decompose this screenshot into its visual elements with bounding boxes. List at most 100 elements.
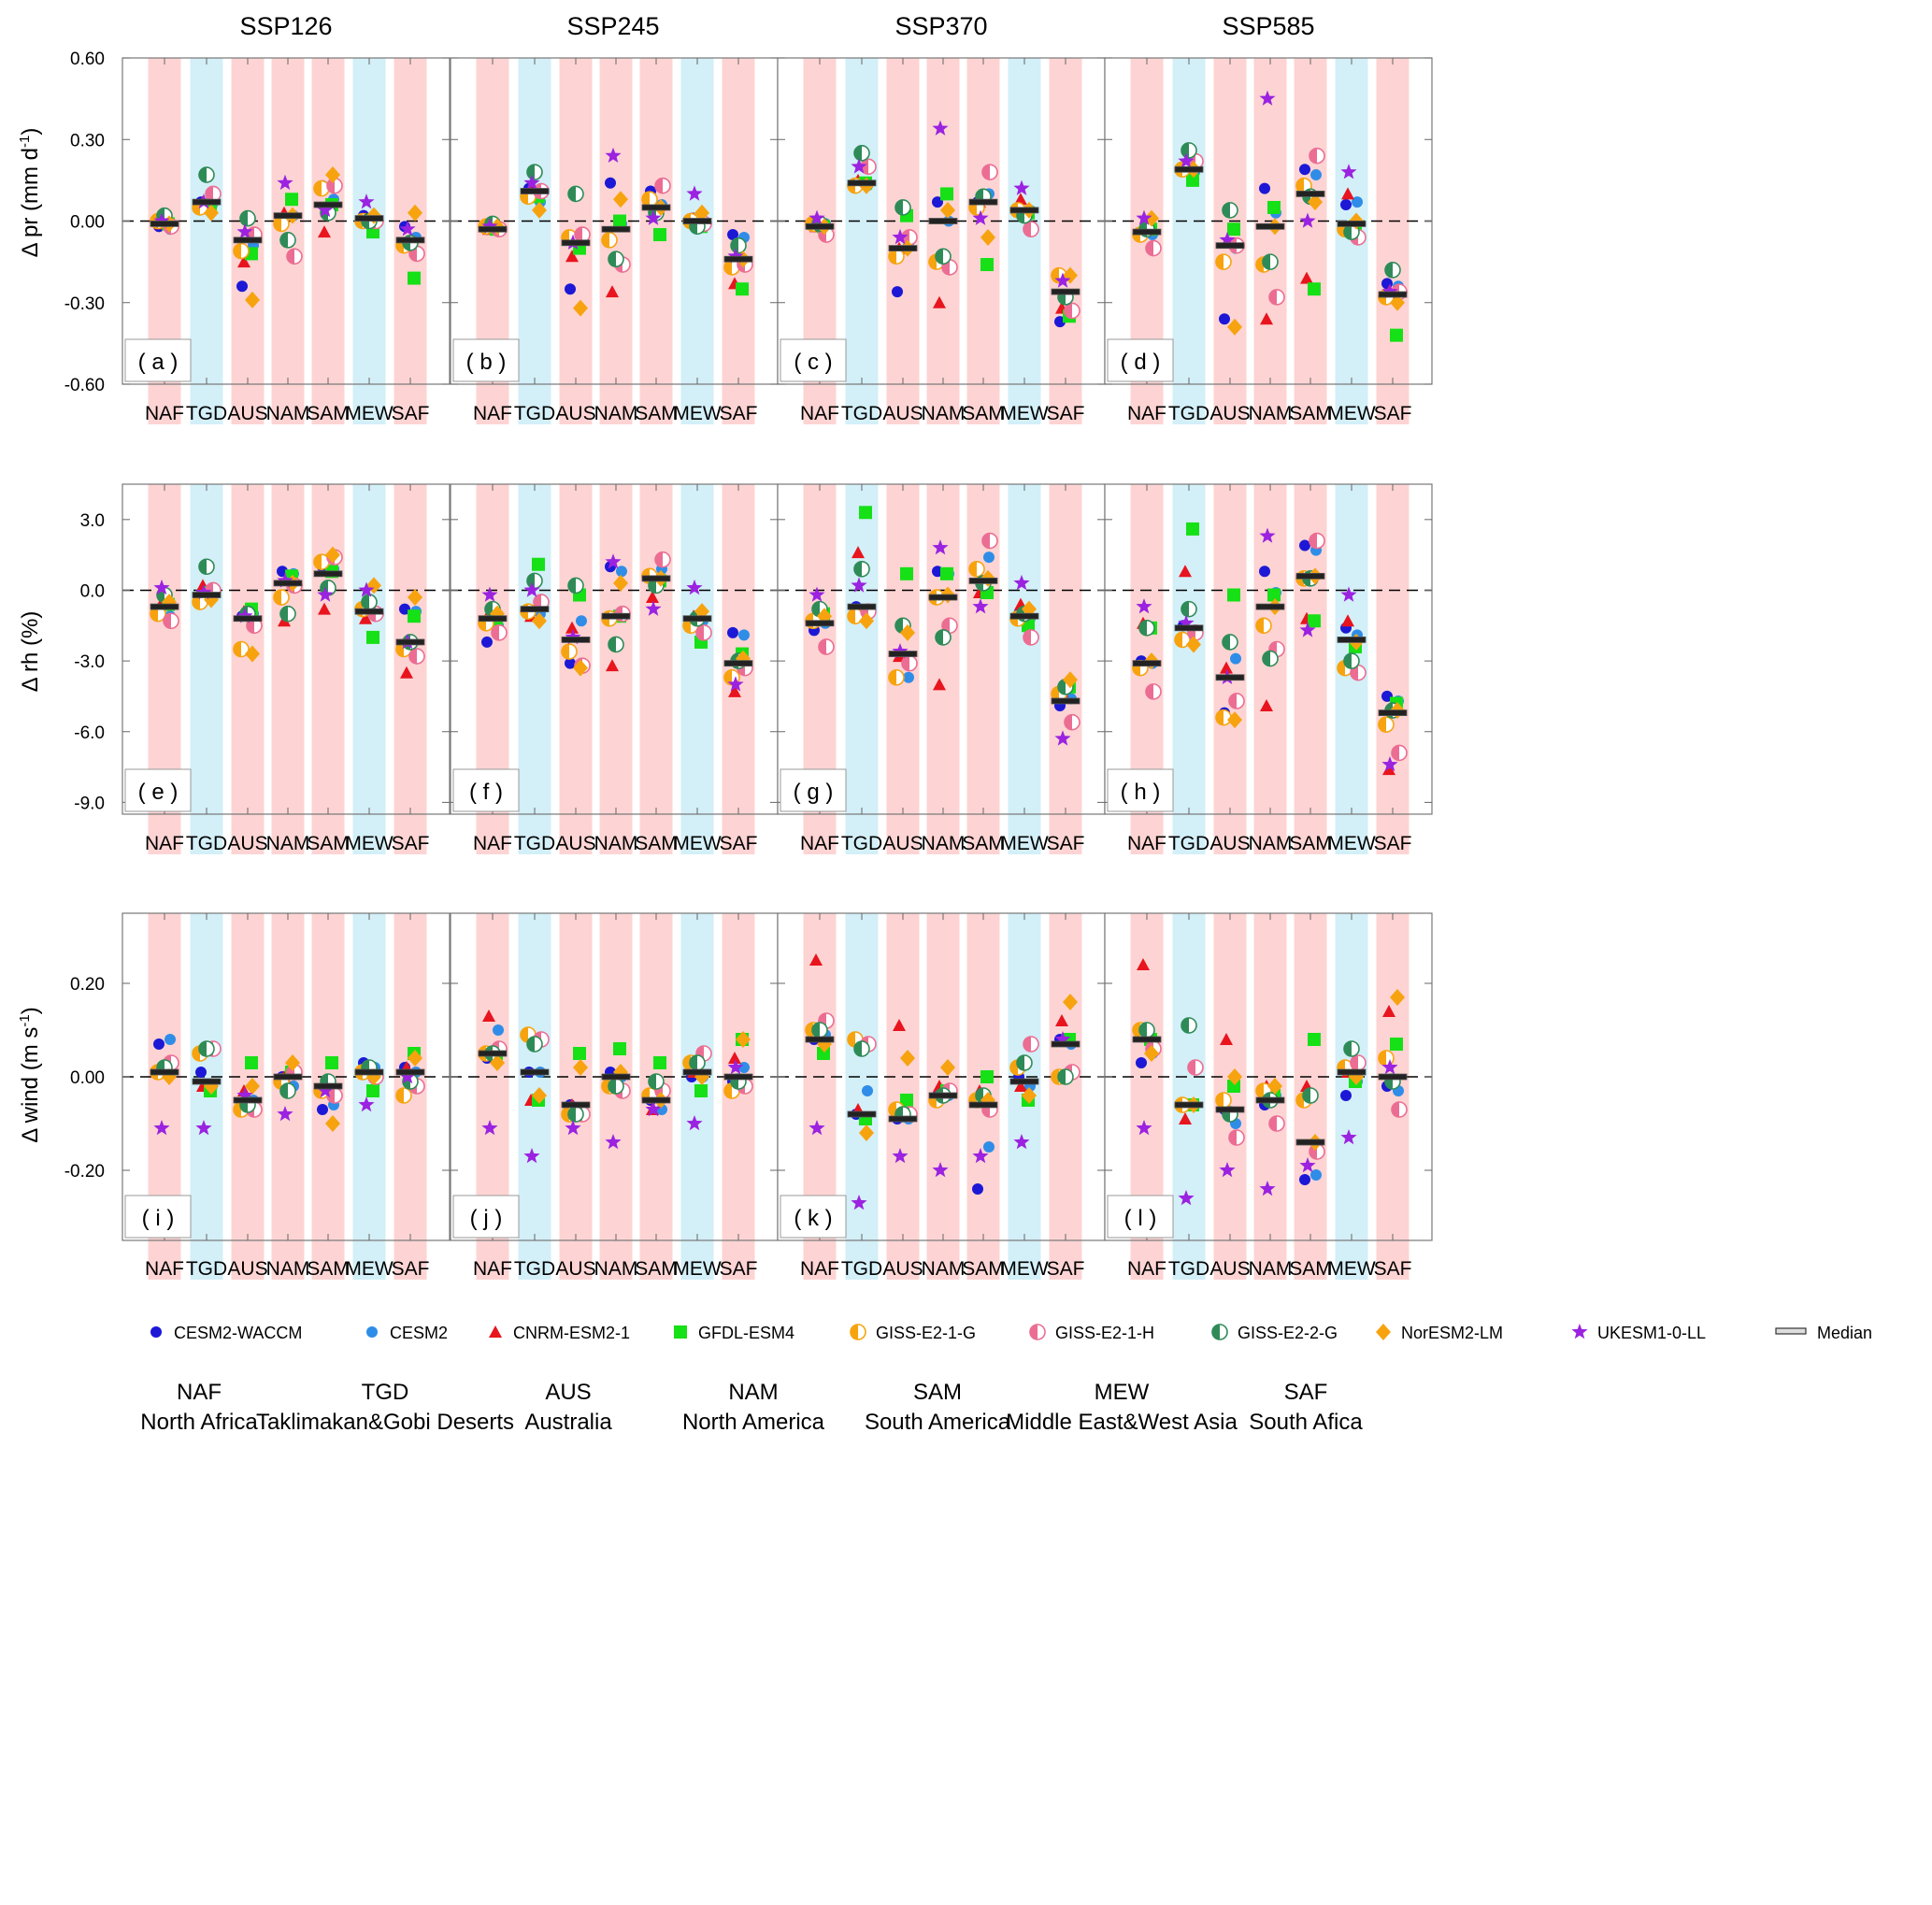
x-tick-label-SAF: SAF xyxy=(1047,403,1085,424)
region-band-TGD xyxy=(190,484,223,854)
data-point-UKESM1-0-LL xyxy=(317,1082,334,1098)
region-band-SAF xyxy=(1376,484,1410,854)
region-band-SAF xyxy=(1049,913,1082,1280)
x-tick-label-SAM: SAM xyxy=(962,1258,1005,1280)
data-point-UKESM1-0-LL xyxy=(851,158,867,174)
median-bar xyxy=(641,575,671,582)
data-point-GFDL-ESM4 xyxy=(1390,1038,1403,1051)
scenario-title-SSP126: SSP126 xyxy=(239,12,332,40)
x-tick-label-SAF: SAF xyxy=(720,403,758,424)
legend-label: Median xyxy=(1817,1324,1872,1342)
panel-label: ( j ) xyxy=(470,1206,503,1231)
median-bar xyxy=(233,236,263,244)
model-legend: CESM2-WACCM CESM2 CNRM-ESM2-1 GFDL-ESM4 GISS… xyxy=(150,1324,1872,1342)
data-point-NorESM2-LM xyxy=(900,623,915,641)
data-point-CESM2 xyxy=(983,1141,995,1153)
median-bar xyxy=(1255,222,1285,230)
x-tick-label-SAM: SAM xyxy=(1289,1258,1332,1280)
data-point-UKESM1-0-LL xyxy=(481,586,498,602)
data-point-GFDL-ESM4 xyxy=(613,214,626,228)
data-point-GISS-E2-2-G xyxy=(608,1078,624,1095)
data-point-GISS-E2-2-G xyxy=(567,185,584,203)
data-point-CNRM-ESM2-1 xyxy=(565,250,579,263)
data-point-CNRM-ESM2-1 xyxy=(1341,187,1354,200)
x-tick-label-NAF: NAF xyxy=(800,833,839,854)
data-point-UKESM1-0-LL xyxy=(1178,1190,1195,1206)
data-point-NorESM2-LM xyxy=(1390,989,1405,1006)
data-point-GISS-E2-1-H xyxy=(574,226,591,243)
data-point-NorESM2-LM xyxy=(1390,294,1405,311)
data-point-GISS-E2-2-G xyxy=(1057,1068,1074,1085)
data-point-NorESM2-LM xyxy=(900,1050,915,1067)
data-point-CESM2 xyxy=(1310,169,1322,181)
y-tick-label: 0.30 xyxy=(70,131,105,150)
scenario-title-SSP245: SSP245 xyxy=(566,12,659,40)
data-point-GISS-E2-1-G xyxy=(641,191,658,208)
median-bar xyxy=(1215,674,1245,681)
data-point-NorESM2-LM xyxy=(980,228,995,246)
panel-label: ( h ) xyxy=(1121,780,1161,805)
x-tick-label-MEW: MEW xyxy=(1327,1258,1376,1280)
data-point-GISS-E2-2-G xyxy=(935,629,952,646)
data-point-UKESM1-0-LL xyxy=(1340,1129,1357,1145)
data-point-CNRM-ESM2-1 xyxy=(1260,699,1273,712)
legend-item-median: Median xyxy=(1775,1324,1872,1342)
region-band-AUS xyxy=(559,913,593,1280)
data-point-GISS-E2-1-H xyxy=(1023,221,1039,238)
data-point-GISS-E2-1-G xyxy=(1255,617,1272,635)
data-point-CNRM-ESM2-1 xyxy=(318,225,331,238)
data-point-UKESM1-0-LL xyxy=(1136,598,1152,614)
svg-text:Δ wind (m s-1): Δ wind (m s-1) xyxy=(17,1007,43,1142)
median-bar xyxy=(1378,291,1408,298)
data-point-GISS-E2-1-H xyxy=(654,551,671,568)
data-point-NorESM2-LM xyxy=(613,191,628,208)
x-tick-label-AUS: AUS xyxy=(1209,833,1250,854)
data-point-NorESM2-LM xyxy=(1227,1068,1242,1085)
legend-label: GISS-E2-1-G xyxy=(876,1324,976,1342)
y-axis-label-pr: Δ pr (mm d-1) xyxy=(17,128,43,258)
panel-label-box xyxy=(124,768,192,812)
data-point-UKESM1-0-LL xyxy=(851,1195,867,1210)
data-point-UKESM1-0-LL xyxy=(1259,1181,1276,1196)
data-point-GFDL-ESM4 xyxy=(1267,200,1281,214)
median-bar xyxy=(520,188,550,194)
data-point-CESM2-WACCM xyxy=(727,229,738,241)
x-tick-label-NAM: NAM xyxy=(266,833,310,854)
data-point-GISS-E2-1-G xyxy=(888,668,905,686)
data-point-CESM2-WACCM xyxy=(565,283,576,295)
x-tick-label-TGD: TGD xyxy=(514,403,555,424)
median-bar xyxy=(273,580,303,587)
data-point-CNRM-ESM2-1 xyxy=(606,659,619,672)
data-point-CESM2-WACCM xyxy=(1259,566,1270,578)
data-point-GISS-E2-1-H xyxy=(205,185,222,203)
data-point-CESM2-WACCM xyxy=(727,626,738,638)
data-point-GISS-E2-1-G xyxy=(233,242,250,260)
data-point-GISS-E2-1-H xyxy=(1228,1129,1245,1146)
region-band-SAF xyxy=(1376,913,1410,1280)
data-point-CESM2-WACCM xyxy=(972,1183,983,1195)
legend-item-CESM2: CESM2 xyxy=(366,1324,448,1342)
x-tick-label-SAF: SAF xyxy=(1374,833,1412,854)
data-point-GFDL-ESM4 xyxy=(1390,328,1403,342)
x-tick-label-TGD: TGD xyxy=(186,1258,227,1280)
median-bar xyxy=(847,1110,877,1118)
x-tick-label-NAM: NAM xyxy=(594,403,638,424)
data-point-GISS-E2-2-G xyxy=(526,164,543,180)
region-name: South America xyxy=(865,1410,1011,1435)
data-point-CESM2-WACCM xyxy=(317,1104,328,1115)
median-bar xyxy=(233,1096,263,1104)
data-point-GISS-E2-2-G xyxy=(1138,620,1155,637)
y-tick-label: -0.60 xyxy=(64,376,105,395)
data-point-GFDL-ESM4 xyxy=(325,1056,338,1069)
median-bar xyxy=(1215,242,1245,250)
data-point-UKESM1-0-LL xyxy=(195,1120,212,1136)
data-point-NorESM2-LM xyxy=(532,612,547,630)
data-point-GFDL-ESM4 xyxy=(940,187,953,201)
median-bar xyxy=(478,225,508,233)
median-bar xyxy=(1378,1073,1408,1081)
data-point-NorESM2-LM xyxy=(573,299,588,317)
